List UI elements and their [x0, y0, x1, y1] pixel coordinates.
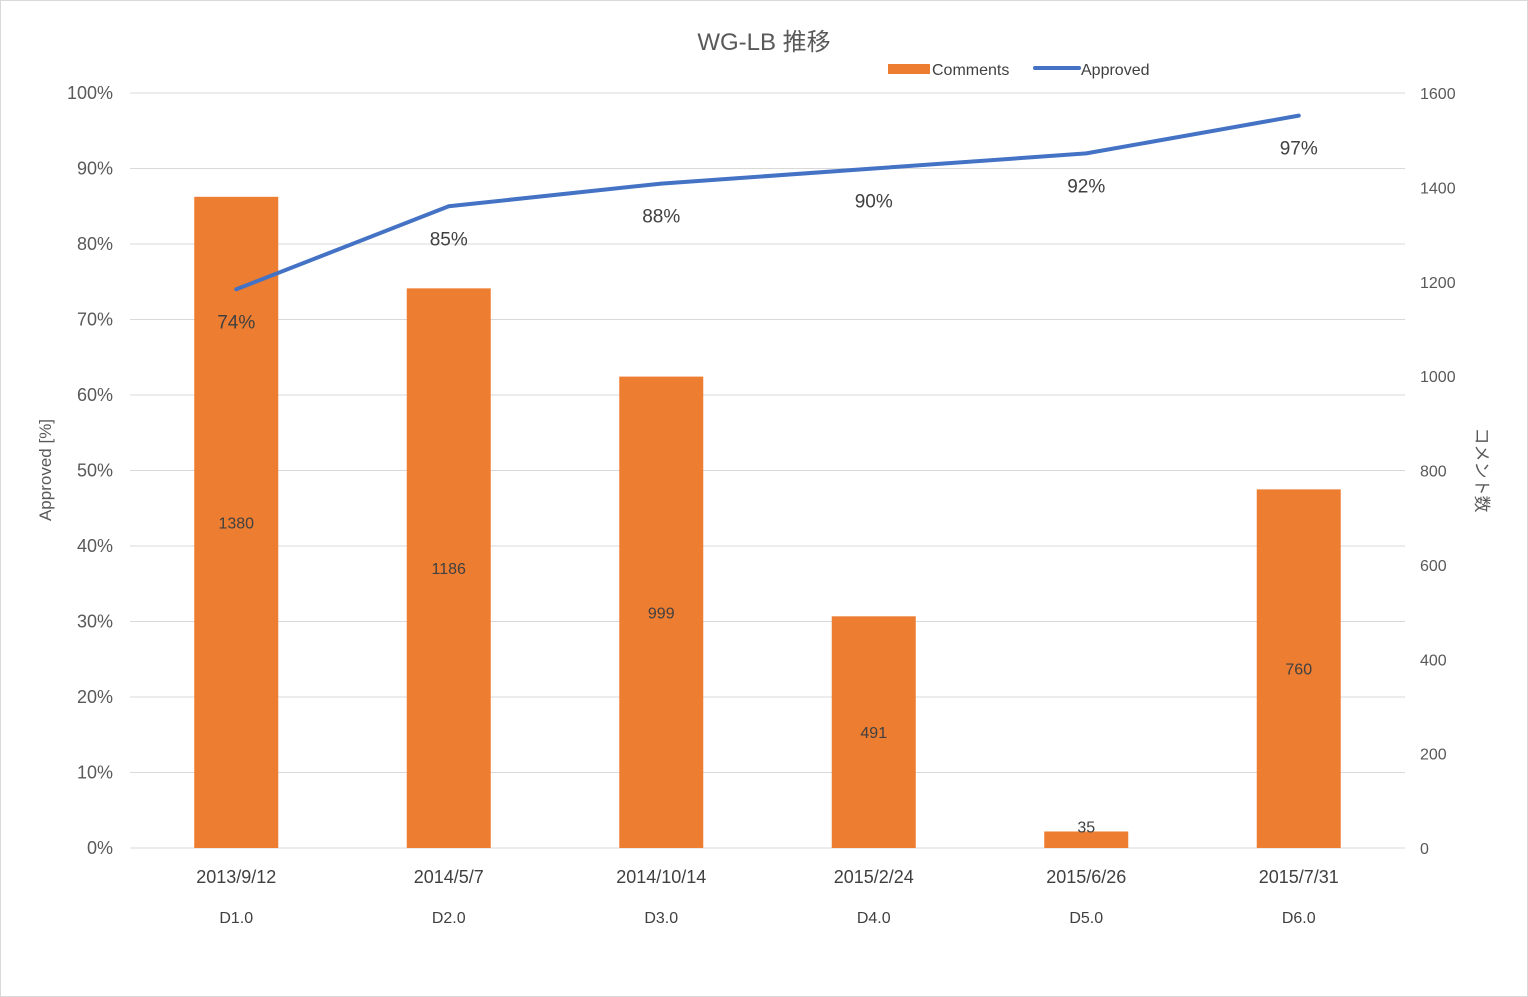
left-tick-label: 10% [77, 763, 113, 783]
category-date-label: 2014/5/7 [414, 867, 484, 887]
right-tick-label: 200 [1420, 747, 1447, 764]
legend-swatch-comments [888, 64, 930, 74]
left-axis-title: Approved [%] [36, 419, 55, 521]
bar-comments [1044, 831, 1129, 848]
bar-comments [406, 288, 491, 848]
left-tick-label: 30% [77, 612, 113, 632]
right-tick-label: 1400 [1420, 180, 1456, 197]
right-tick-label: 1200 [1420, 275, 1456, 292]
legend-label-comments: Comments [932, 62, 1009, 79]
category-version-label: D3.0 [644, 910, 678, 927]
chart-title: WG-LB 推移 [697, 29, 830, 56]
bar-value-label: 491 [860, 725, 887, 742]
legend-label-approved: Approved [1081, 62, 1150, 79]
approved-value-label: 74% [217, 312, 255, 333]
left-tick-label: 70% [77, 310, 113, 330]
left-tick-label: 50% [77, 461, 113, 481]
category-labels: 2013/9/12 D1.0 2014/5/7 D2.0 2014/10/14 D3.0 2… [196, 867, 1339, 927]
right-tick-label: 400 [1420, 652, 1447, 669]
category-date-label: 2015/2/24 [834, 867, 914, 887]
category-date-label: 2014/10/14 [616, 867, 706, 887]
category-version-label: D1.0 [219, 910, 253, 927]
comment-bars [194, 196, 1341, 848]
gridlines [130, 92, 1405, 849]
category-version-label: D6.0 [1282, 910, 1316, 927]
bar-value-label: 1186 [432, 561, 467, 578]
left-tick-label: 40% [77, 536, 113, 556]
approved-series-line [234, 113, 1301, 292]
left-axis-ticks: 0% 10% 20% 30% 40% 50% 60% 70% 80% 90% 100% [67, 83, 113, 858]
category-date-label: 2015/7/31 [1259, 867, 1339, 887]
approved-value-label: 85% [430, 229, 468, 250]
right-tick-label: 1000 [1420, 369, 1456, 386]
bar-value-label: 760 [1285, 662, 1312, 679]
bar-comments [1256, 489, 1341, 848]
approved-value-label: 97% [1280, 139, 1318, 160]
left-tick-label: 80% [77, 234, 113, 254]
left-tick-label: 20% [77, 687, 113, 707]
category-date-label: 2013/9/12 [196, 867, 276, 887]
bar-comments [619, 376, 704, 848]
legend: Comments Approved [888, 62, 1150, 79]
bar-value-label: 999 [648, 605, 675, 622]
bar-value-label: 1380 [218, 515, 254, 532]
bar-data-labels: 1380 1186 999 491 35 760 [218, 515, 1312, 836]
right-tick-label: 800 [1420, 464, 1447, 481]
left-tick-label: 100% [67, 83, 113, 103]
approved-value-label: 92% [1067, 176, 1105, 197]
category-date-label: 2015/6/26 [1046, 867, 1126, 887]
right-axis-ticks: 0 200 400 600 800 1000 1200 1400 1600 [1420, 86, 1456, 858]
left-tick-label: 0% [87, 838, 113, 858]
right-tick-label: 1600 [1420, 86, 1456, 103]
right-axis-title: コメント数 [1472, 428, 1491, 513]
bar-value-label: 35 [1077, 819, 1095, 836]
category-version-label: D4.0 [857, 910, 891, 927]
right-tick-label: 0 [1420, 841, 1429, 858]
left-tick-label: 90% [77, 159, 113, 179]
bar-comments [831, 616, 916, 848]
left-tick-label: 60% [77, 385, 113, 405]
approved-value-label: 90% [855, 192, 893, 213]
right-tick-label: 600 [1420, 558, 1447, 575]
approved-data-labels: 74% 85% 88% 90% 92% 97% [217, 139, 1318, 334]
category-version-label: D2.0 [432, 910, 466, 927]
approved-value-label: 88% [642, 207, 680, 228]
approved-line [234, 113, 1301, 292]
category-version-label: D5.0 [1069, 910, 1103, 927]
bar-comments [194, 196, 279, 848]
